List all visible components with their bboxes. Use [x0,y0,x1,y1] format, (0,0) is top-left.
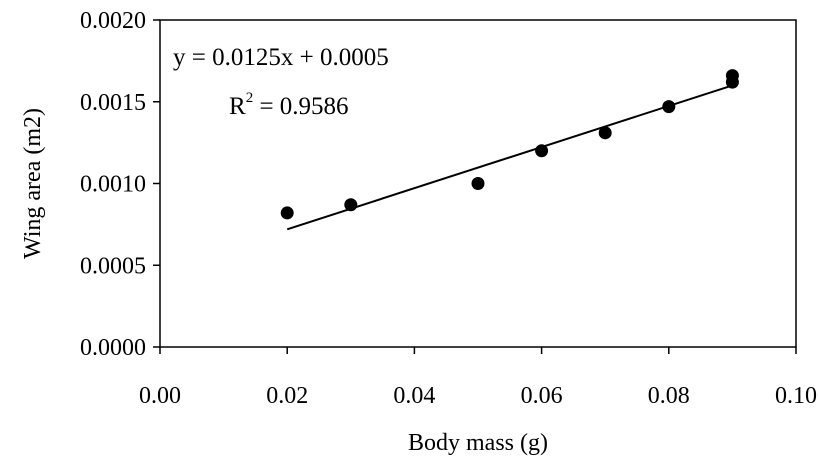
data-point [662,100,676,114]
r-squared-label: R2 = 0.9586 [229,90,349,120]
r-squared-superscript: 2 [246,90,254,106]
y-axis-tick-labels: 0.0000 0.0005 0.0010 0.0015 0.0020 [80,8,146,361]
r-squared-value: = 0.9586 [253,93,348,120]
x-axis-tick-labels: 0.00 0.02 0.04 0.06 0.08 0.10 [139,383,817,409]
x-tick-label: 0.08 [648,383,690,409]
x-tick-label: 0.00 [139,383,181,409]
y-tick-label: 0.0005 [80,253,146,279]
data-point [598,126,612,140]
data-point [471,177,485,190]
x-tick-label: 0.02 [266,383,308,409]
y-tick-label: 0.0020 [80,8,146,34]
data-point [280,206,294,220]
y-tick-label: 0.0010 [80,172,146,198]
r-squared-r: R [229,93,246,120]
x-tick-label: 0.06 [521,383,563,409]
plot-area-frame [159,19,797,348]
data-point [344,198,358,212]
x-axis-title: Body mass (g) [408,430,548,456]
data-point [725,69,739,83]
x-axis-ticks [159,347,797,354]
y-tick-label: 0.0000 [80,335,146,361]
x-tick-label: 0.04 [393,383,435,409]
trendline [286,84,733,231]
x-tick-label: 0.10 [775,383,817,409]
y-axis-ticks [153,19,160,348]
y-axis-title: Wing area (m2) [20,108,46,259]
y-tick-label: 0.0015 [80,90,146,116]
data-point [535,144,549,158]
data-points [280,69,739,220]
trendline-equation: y = 0.0125x + 0.0005 [173,44,389,71]
